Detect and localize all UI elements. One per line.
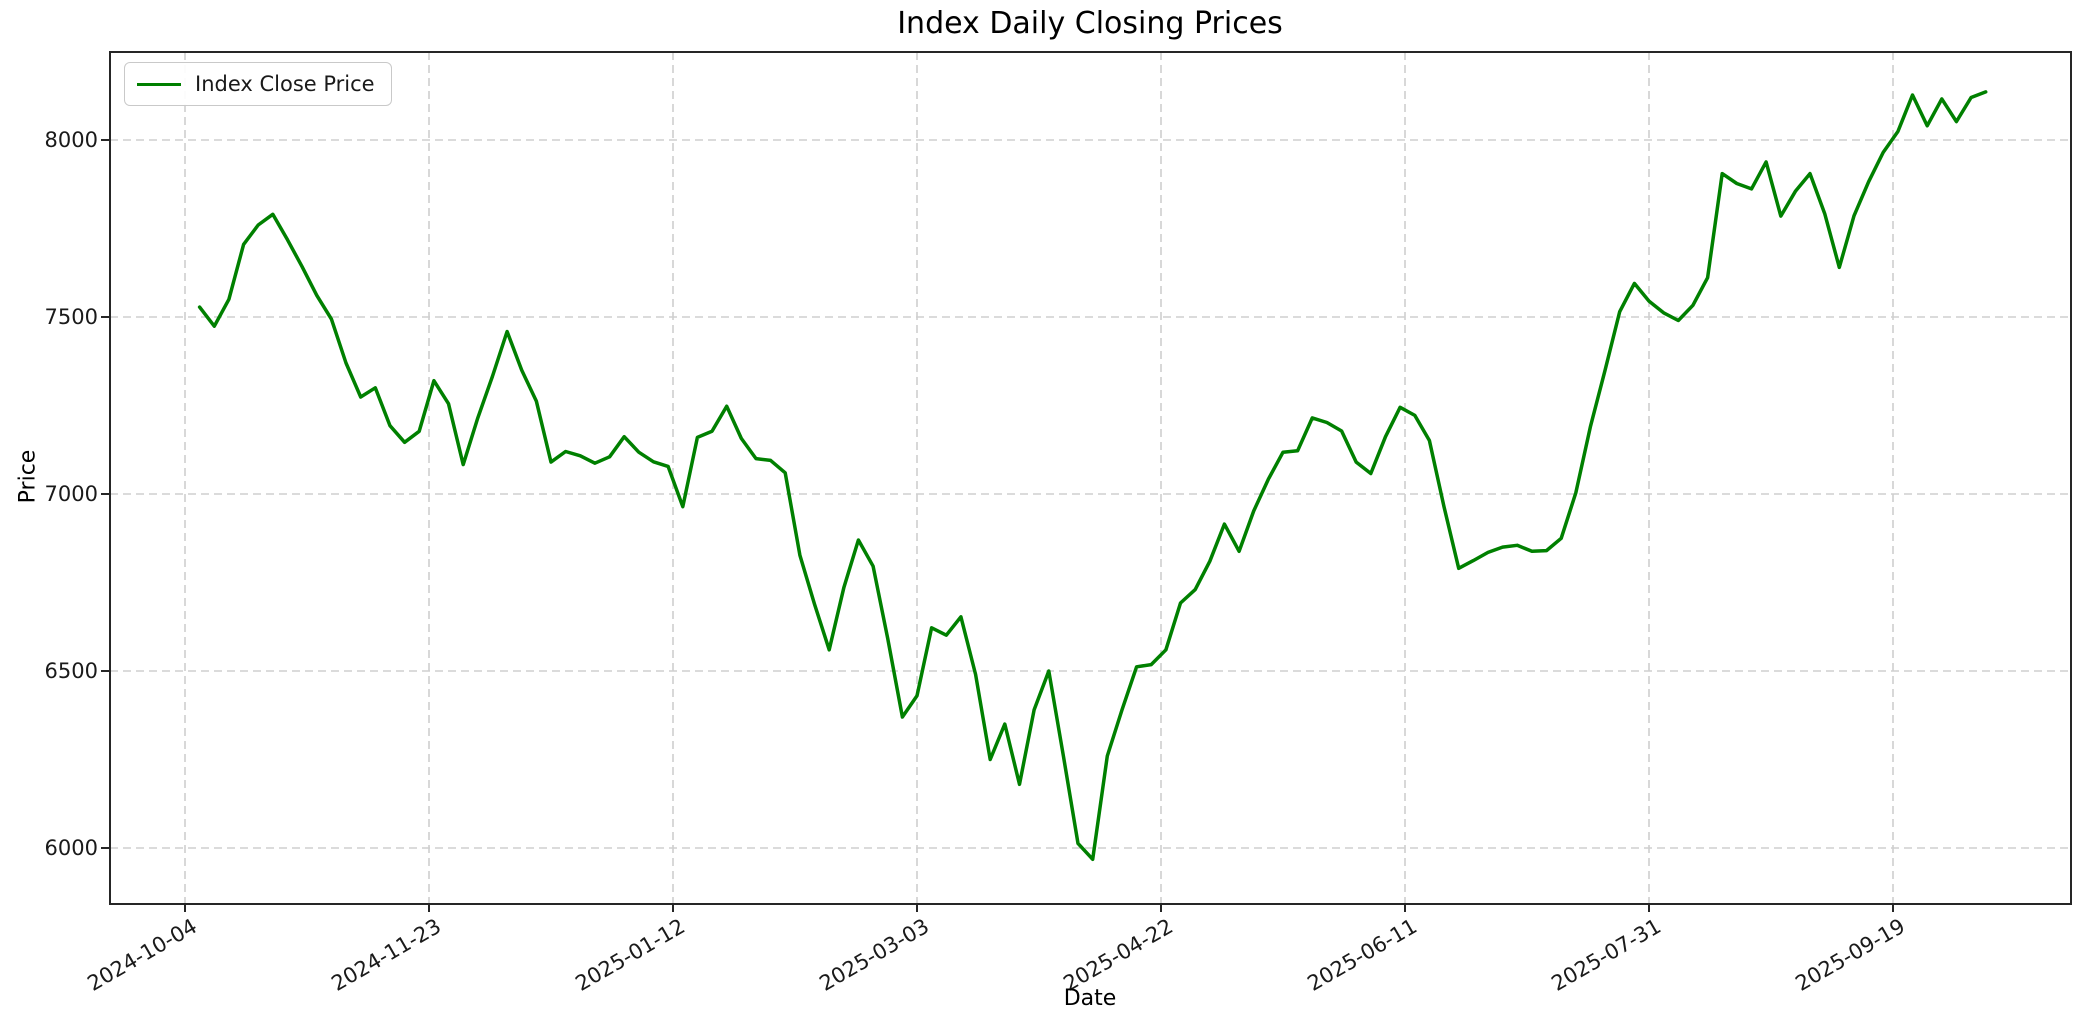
chart-title: Index Daily Closing Prices	[897, 6, 1283, 41]
legend: Index Close Price	[124, 62, 392, 106]
x-axis-label: Date	[1063, 986, 1117, 1011]
y-tick-label: 6000	[44, 836, 98, 860]
y-tick-label: 7500	[44, 305, 98, 329]
price-line	[197, 90, 1988, 862]
y-tick-label: 7000	[44, 482, 98, 506]
y-tick-label: 8000	[44, 128, 98, 152]
legend-line-sample	[137, 82, 181, 86]
y-axis-label: Price	[15, 449, 41, 504]
y-tick-label: 6500	[44, 659, 98, 683]
legend-label: Index Close Price	[195, 72, 375, 96]
plot-frame	[109, 51, 2072, 905]
